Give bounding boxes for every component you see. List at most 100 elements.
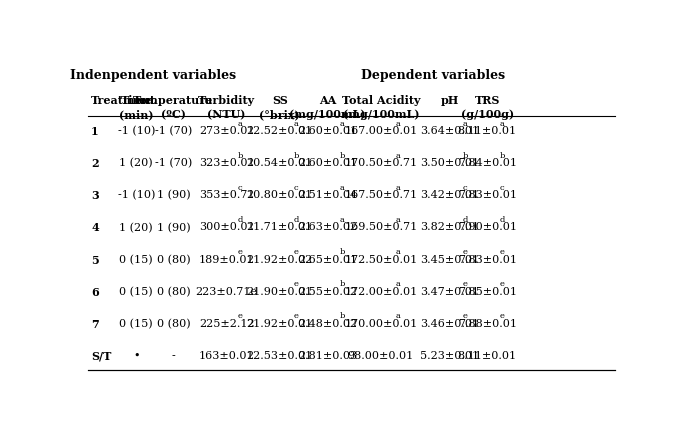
Text: a: a — [396, 184, 401, 192]
Text: 170.00±0.01: 170.00±0.01 — [344, 319, 418, 329]
Text: 7.83±0.01: 7.83±0.01 — [458, 190, 517, 200]
Text: (mg/100mL): (mg/100mL) — [342, 109, 419, 120]
Text: a: a — [340, 184, 345, 192]
Text: 21.92±0.02: 21.92±0.02 — [247, 254, 313, 264]
Text: e: e — [499, 313, 504, 320]
Text: e: e — [294, 248, 298, 256]
Text: e: e — [237, 248, 243, 256]
Text: 3.45±0.01: 3.45±0.01 — [421, 254, 480, 264]
Text: e: e — [462, 313, 467, 320]
Text: 323±0.01: 323±0.01 — [199, 158, 255, 168]
Text: (g/100g): (g/100g) — [460, 109, 514, 120]
Text: c: c — [294, 184, 298, 192]
Text: 5.23±0.01: 5.23±0.01 — [421, 351, 480, 361]
Text: 3.64±0.01: 3.64±0.01 — [421, 126, 480, 136]
Text: c: c — [462, 184, 467, 192]
Text: 3.42±0.01: 3.42±0.01 — [421, 190, 480, 200]
Text: 0 (80): 0 (80) — [156, 287, 190, 297]
Text: 20.80±0.01: 20.80±0.01 — [247, 190, 313, 200]
Text: 300±0.01: 300±0.01 — [199, 223, 255, 233]
Text: 0 (15): 0 (15) — [119, 254, 153, 265]
Text: b: b — [340, 248, 346, 256]
Text: SS: SS — [272, 95, 287, 106]
Text: 1 (20): 1 (20) — [119, 158, 153, 168]
Text: -1 (70): -1 (70) — [155, 126, 192, 137]
Text: 6: 6 — [91, 287, 99, 297]
Text: (°brix): (°brix) — [259, 109, 300, 120]
Text: Treatment: Treatment — [91, 95, 156, 106]
Text: 2.65±0.01: 2.65±0.01 — [298, 254, 357, 264]
Text: b: b — [340, 152, 346, 160]
Text: (min): (min) — [119, 109, 154, 120]
Text: 1 (90): 1 (90) — [156, 223, 190, 233]
Text: 5: 5 — [91, 254, 99, 266]
Text: Indenpendent variables: Indenpendent variables — [71, 69, 237, 82]
Text: b: b — [294, 152, 299, 160]
Text: b: b — [237, 152, 243, 160]
Text: 2.60±0.01: 2.60±0.01 — [298, 126, 357, 136]
Text: 273±0.01: 273±0.01 — [199, 126, 255, 136]
Text: a: a — [462, 120, 467, 128]
Text: 3.50±0.01: 3.50±0.01 — [421, 158, 480, 168]
Text: b: b — [340, 313, 346, 320]
Text: a: a — [237, 120, 243, 128]
Text: (ºC): (ºC) — [161, 109, 186, 120]
Text: e: e — [294, 280, 298, 289]
Text: b: b — [462, 152, 468, 160]
Text: 1 (20): 1 (20) — [119, 223, 153, 233]
Text: 2.63±0.02: 2.63±0.02 — [298, 223, 357, 233]
Text: 172.00±0.01: 172.00±0.01 — [344, 287, 418, 297]
Text: a: a — [396, 216, 401, 224]
Text: 21.92±0.01: 21.92±0.01 — [247, 319, 313, 329]
Text: 0 (80): 0 (80) — [156, 319, 190, 329]
Text: 0 (15): 0 (15) — [119, 287, 153, 297]
Text: a: a — [396, 152, 401, 160]
Text: 0 (80): 0 (80) — [156, 254, 190, 265]
Text: a: a — [340, 120, 345, 128]
Text: -1 (10): -1 (10) — [117, 190, 155, 201]
Text: 7: 7 — [91, 319, 99, 330]
Text: 2.48±0.02: 2.48±0.02 — [298, 319, 357, 329]
Text: c: c — [237, 184, 242, 192]
Text: 172.50±0.01: 172.50±0.01 — [344, 254, 418, 264]
Text: 2.81±0.03: 2.81±0.03 — [298, 351, 357, 361]
Text: d: d — [499, 216, 505, 224]
Text: 3.47±0.01: 3.47±0.01 — [421, 287, 480, 297]
Text: e: e — [294, 313, 298, 320]
Text: Total Acidity: Total Acidity — [342, 95, 420, 106]
Text: 21.71±0.01: 21.71±0.01 — [247, 223, 313, 233]
Text: 8.11±0.01: 8.11±0.01 — [458, 126, 517, 136]
Text: 7.90±0.01: 7.90±0.01 — [458, 223, 517, 233]
Text: d: d — [294, 216, 299, 224]
Text: 2.60±0.01: 2.60±0.01 — [298, 158, 357, 168]
Text: e: e — [462, 248, 467, 256]
Text: 223±0.71e: 223±0.71e — [196, 287, 258, 297]
Text: a: a — [396, 280, 401, 289]
Text: 22.52±0.01: 22.52±0.01 — [247, 126, 313, 136]
Text: 0 (15): 0 (15) — [119, 319, 153, 329]
Text: 2.55±0.02: 2.55±0.02 — [298, 287, 357, 297]
Text: 2: 2 — [91, 158, 99, 169]
Text: TRS: TRS — [475, 95, 500, 106]
Text: 21.90±0.01: 21.90±0.01 — [247, 287, 313, 297]
Text: 163±0.01: 163±0.01 — [199, 351, 255, 361]
Text: a: a — [396, 120, 401, 128]
Text: 167.00±0.01: 167.00±0.01 — [344, 126, 418, 136]
Text: a: a — [294, 120, 298, 128]
Text: 189±0.01: 189±0.01 — [199, 254, 255, 264]
Text: e: e — [462, 280, 467, 289]
Text: 1 (90): 1 (90) — [156, 190, 190, 201]
Text: Temperature: Temperature — [133, 95, 213, 106]
Text: b: b — [340, 280, 346, 289]
Text: 170.50±0.71: 170.50±0.71 — [344, 158, 417, 168]
Text: a: a — [396, 313, 401, 320]
Text: d: d — [237, 216, 243, 224]
Text: a: a — [499, 120, 504, 128]
Text: 225±2.12: 225±2.12 — [199, 319, 255, 329]
Text: b: b — [499, 152, 505, 160]
Text: 8.11±0.01: 8.11±0.01 — [458, 351, 517, 361]
Text: -: - — [172, 351, 176, 361]
Text: 3.82±0.01: 3.82±0.01 — [421, 223, 480, 233]
Text: 7.85±0.01: 7.85±0.01 — [458, 287, 517, 297]
Text: 3.46±0.01: 3.46±0.01 — [421, 319, 480, 329]
